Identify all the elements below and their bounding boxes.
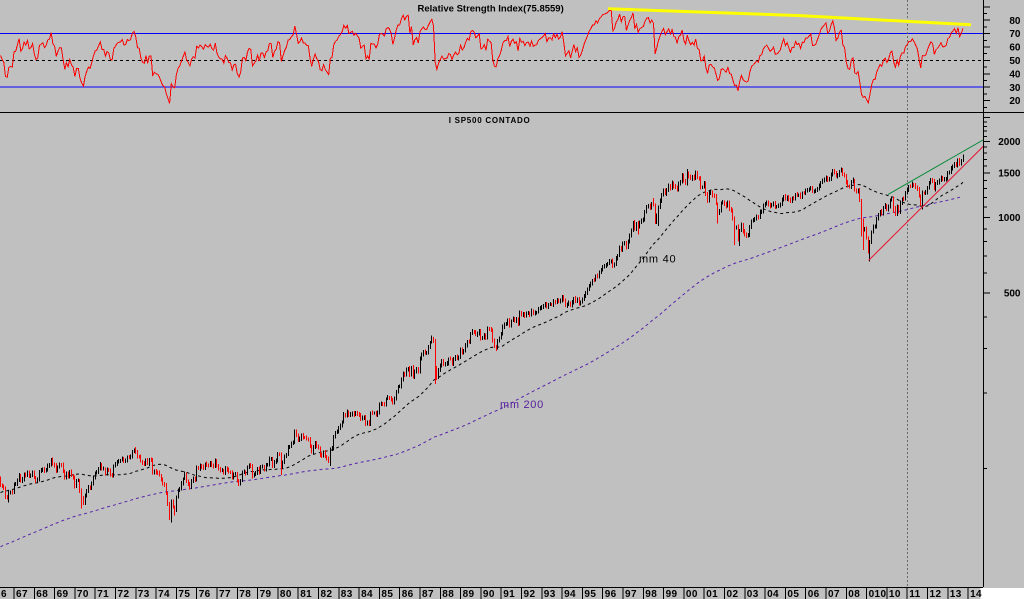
svg-text:73: 73 [138,589,150,599]
svg-text:mm 40: mm 40 [639,254,676,266]
svg-text:06: 06 [808,589,820,599]
svg-text:91: 91 [503,589,515,599]
svg-text:30: 30 [1009,83,1021,94]
svg-text:03: 03 [747,589,759,599]
svg-text:500: 500 [1004,289,1021,300]
svg-text:40: 40 [1009,69,1021,80]
svg-text:05: 05 [787,589,799,599]
svg-text:80: 80 [280,589,292,599]
svg-text:96: 96 [605,589,617,599]
svg-text:70: 70 [77,589,89,599]
svg-text:71: 71 [97,589,109,599]
svg-text:90: 90 [483,589,495,599]
svg-text:92: 92 [524,589,536,599]
svg-text:78: 78 [239,589,251,599]
svg-text:94: 94 [564,589,576,599]
svg-text:02: 02 [727,589,739,599]
svg-text:74: 74 [158,589,170,599]
svg-text:69: 69 [57,589,69,599]
svg-text:6: 6 [1,589,7,599]
svg-text:77: 77 [219,589,231,599]
svg-text:13: 13 [950,589,962,599]
svg-text:85: 85 [381,589,393,599]
svg-text:98: 98 [645,589,657,599]
svg-text:76: 76 [199,589,211,599]
svg-text:88: 88 [442,589,454,599]
svg-text:00: 00 [686,589,698,599]
svg-text:12: 12 [930,589,942,599]
svg-text:70: 70 [1009,29,1021,40]
svg-text:72: 72 [118,589,130,599]
svg-text:79: 79 [260,589,272,599]
svg-text:04: 04 [767,589,779,599]
svg-text:10: 10 [889,589,901,599]
svg-text:68: 68 [36,589,48,599]
svg-text:50: 50 [1009,56,1021,67]
svg-text:Relative Strength Index(75.855: Relative Strength Index(75.8559) [418,3,564,14]
svg-text:80: 80 [1009,16,1021,27]
svg-text:11: 11 [909,589,920,599]
svg-text:99: 99 [666,589,678,599]
svg-text:75: 75 [178,589,190,599]
svg-text:mm 200: mm 200 [500,399,544,411]
svg-text:07: 07 [828,589,840,599]
svg-text:93: 93 [544,589,556,599]
svg-text:86: 86 [402,589,414,599]
svg-text:81: 81 [300,589,312,599]
svg-text:I SP500 CONTADO: I SP500 CONTADO [449,116,531,125]
svg-text:83: 83 [341,589,353,599]
svg-text:010: 010 [869,589,887,599]
svg-text:82: 82 [321,589,333,599]
svg-text:1500: 1500 [998,169,1021,180]
svg-text:60: 60 [1009,43,1021,54]
svg-text:97: 97 [625,589,637,599]
svg-text:20: 20 [1009,96,1021,107]
svg-text:95: 95 [584,589,596,599]
svg-text:1000: 1000 [998,213,1021,224]
svg-text:84: 84 [361,589,373,599]
svg-text:89: 89 [463,589,475,599]
svg-text:2000: 2000 [998,137,1021,148]
svg-text:87: 87 [422,589,434,599]
svg-text:08: 08 [848,589,860,599]
svg-text:01: 01 [706,589,718,599]
svg-text:14: 14 [970,589,982,599]
svg-text:67: 67 [16,589,28,599]
